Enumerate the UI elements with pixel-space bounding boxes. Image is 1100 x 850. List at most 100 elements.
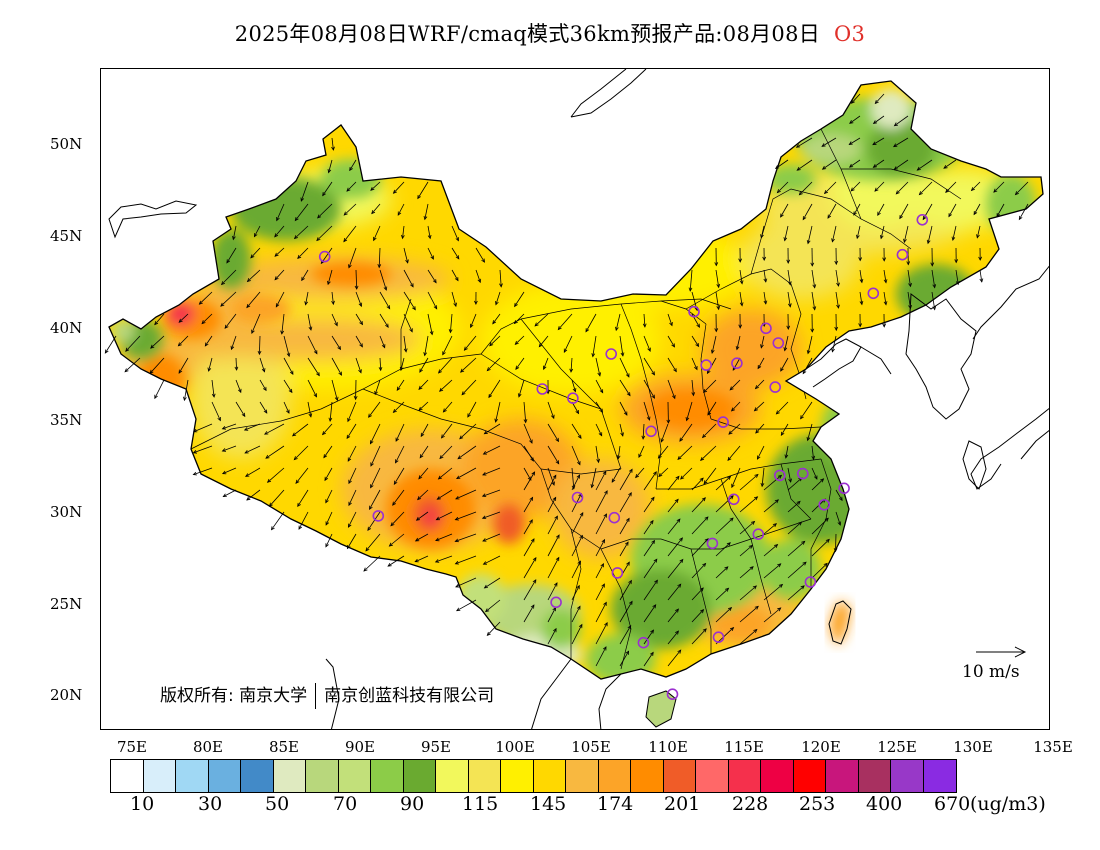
wind-vector-head [701, 497, 706, 502]
wind-vector-head [810, 262, 815, 267]
wind-vector [571, 585, 580, 601]
wind-vector-head [313, 393, 317, 398]
wind-vector [374, 379, 381, 395]
wind-vector [427, 291, 438, 309]
wind-vector [283, 335, 290, 357]
wind-vector [807, 335, 813, 354]
wind-vector [246, 291, 261, 308]
wind-vector [667, 649, 682, 667]
wind-vector-head [760, 344, 764, 349]
wind-vector [368, 401, 381, 418]
ozone-forecast-map [104, 69, 1049, 729]
wind-vector [259, 401, 268, 414]
wind-vector [872, 137, 885, 145]
wind-vector-head [714, 328, 719, 333]
wind-vector [435, 533, 453, 541]
wind-vector [322, 423, 333, 435]
legend-tick-label: 174 [597, 793, 634, 815]
station-marker [818, 498, 831, 511]
wind-vector [763, 607, 781, 623]
wind-vector [329, 401, 333, 422]
wind-vector-head [246, 496, 251, 501]
legend-swatch [858, 760, 891, 792]
wind-vector [323, 445, 333, 458]
wind-vector [711, 335, 717, 354]
wind-vector [455, 533, 477, 542]
wind-vector [297, 247, 309, 259]
wind-vector-head [726, 475, 732, 480]
wind-vector-head [532, 557, 537, 562]
wind-vector [489, 335, 501, 346]
wind-vector [853, 203, 861, 216]
wind-vector [547, 557, 560, 579]
wind-vector-head [414, 537, 420, 542]
wind-vector-head [906, 261, 911, 266]
wind-vector [222, 445, 237, 452]
wind-vector-head [903, 238, 907, 244]
lon-label: 110E [648, 738, 688, 756]
wind-vector-head [569, 368, 574, 373]
wind-vector [245, 467, 261, 477]
wind-vector [595, 401, 603, 413]
wind-vector-head [563, 348, 568, 353]
wind-vector-head [814, 475, 818, 480]
wind-vector [643, 520, 654, 535]
wind-vector [355, 357, 362, 373]
wind-vector [691, 357, 698, 370]
wind-vector [547, 607, 556, 623]
wind-vector [667, 630, 679, 645]
wind-vector-head [543, 365, 547, 371]
wind-vector-head [325, 543, 329, 548]
wind-vector [547, 516, 558, 535]
wind-vector [827, 203, 837, 219]
wind-vector-head [653, 558, 658, 563]
wind-vector-head [796, 500, 801, 505]
wind-vector-head [731, 483, 735, 489]
wind-vector [571, 535, 583, 557]
wind-vector-head [154, 394, 158, 400]
title-text: 2025年08月08日WRF/cmaq模式36km预报产品:08月08日 [234, 22, 821, 46]
wind-vector-head [392, 501, 396, 506]
wind-vector [691, 497, 706, 513]
wind-vector [677, 445, 693, 460]
wind-vector-head [699, 587, 704, 592]
wind-vector [415, 533, 429, 542]
wind-vector [294, 445, 309, 460]
legend-swatch [728, 760, 761, 792]
wind-vector [832, 225, 837, 242]
wind-vector [619, 541, 629, 557]
copyright-org-chuanglan: 南京创蓝科技有限公司 [324, 686, 495, 706]
wind-vector [455, 555, 477, 565]
lat-label: 25N [50, 595, 83, 613]
station-marker [608, 511, 621, 524]
wind-vector [307, 379, 317, 397]
wind-vector-head [694, 365, 698, 371]
wind-vector [325, 511, 333, 526]
wind-vector [856, 225, 861, 239]
wind-vector-head [672, 394, 676, 400]
wind-vector [259, 335, 261, 355]
wind-vector-head [454, 538, 459, 543]
wind-vector-head [453, 302, 457, 308]
wind-vector [691, 563, 706, 579]
wind-vector-head [514, 302, 518, 308]
wind-vector [619, 492, 632, 513]
wind-vector [325, 489, 333, 503]
wind-vector [643, 558, 658, 579]
wind-vector [899, 203, 909, 219]
wind-vector [715, 627, 734, 645]
wind-vector-head [954, 259, 959, 264]
wind-vector [619, 357, 630, 378]
wind-vector [763, 584, 783, 601]
wind-vector [482, 511, 501, 519]
map-panel [100, 68, 1050, 730]
wind-vector-head [908, 282, 912, 288]
wind-vector [178, 357, 189, 374]
wind-vector-head [538, 343, 543, 348]
china-border [108, 80, 1044, 680]
wind-vector [691, 609, 704, 623]
wind-vector [379, 269, 387, 291]
station-marker [717, 416, 729, 428]
wind-vector-head [423, 352, 428, 357]
wind-vector [595, 471, 607, 491]
